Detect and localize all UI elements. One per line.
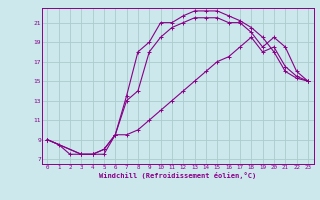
X-axis label: Windchill (Refroidissement éolien,°C): Windchill (Refroidissement éolien,°C) (99, 172, 256, 179)
